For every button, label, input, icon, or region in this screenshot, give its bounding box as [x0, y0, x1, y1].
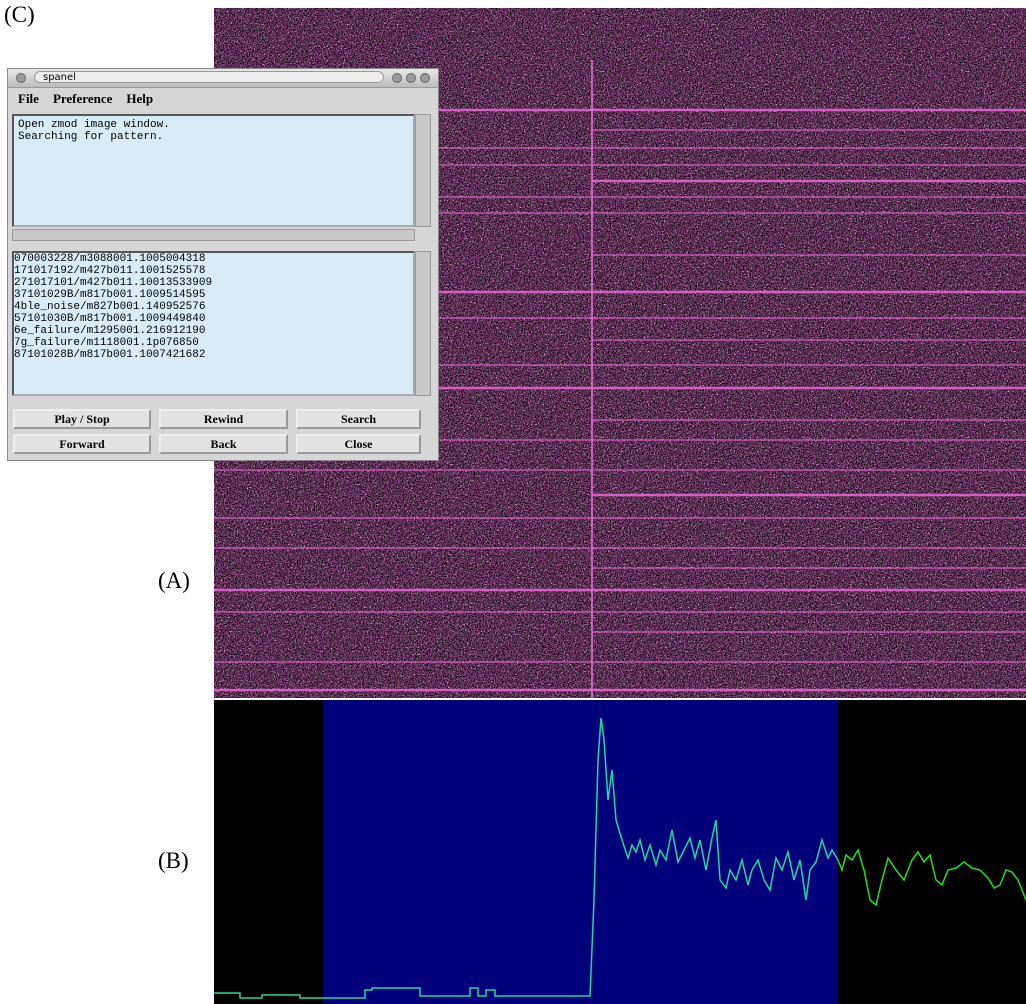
list-row[interactable]: 271017101/m427b011.10013533909 — [14, 277, 413, 289]
cell: 0 — [14, 253, 21, 265]
cell: 2190 — [179, 325, 206, 337]
log-line: Searching for pattern. — [18, 131, 164, 143]
button[interactable]: Forward — [13, 434, 151, 454]
cell: 95 — [165, 301, 180, 313]
menu-bar: File Preference Help — [18, 91, 167, 107]
list-row[interactable]: 6e_failure/m1295001.216912190 — [14, 325, 413, 337]
cell: 500 — [159, 253, 180, 265]
cell: 7101030B/m817b001.100 — [20, 313, 160, 325]
cell: 74 — [159, 349, 173, 361]
minimize[interactable] — [392, 73, 402, 83]
list-row[interactable]: 070003228/m3088001.1005004318 — [14, 253, 413, 265]
cell: 5578 — [179, 265, 206, 277]
cell: 76 — [165, 337, 180, 349]
menu-item[interactable]: Help — [126, 91, 154, 106]
cell: 7 — [14, 337, 21, 349]
menu-item[interactable]: Preference — [52, 91, 113, 106]
window-icon[interactable] — [16, 73, 26, 83]
label-b: (B) — [158, 848, 189, 873]
button[interactable]: Close — [296, 434, 421, 454]
list-row[interactable]: 7g_failure/m1118001.1p076850 — [14, 337, 413, 349]
cell: 152 — [159, 265, 180, 277]
label-a: (A) — [158, 568, 190, 593]
button[interactable]: Play / Stop — [13, 409, 151, 429]
cell: g_failure/m1118001.1p0 — [20, 337, 166, 349]
cell: 70003228/m3088001.100 — [20, 253, 160, 265]
log-line: Open zmod image window. — [18, 119, 170, 131]
cell: 1 — [14, 265, 21, 277]
scrollbar[interactable] — [415, 251, 431, 396]
cell: 21682 — [172, 349, 206, 361]
cell: 7101028B/m817b001.100 — [20, 349, 160, 361]
button[interactable]: Search — [296, 409, 421, 429]
button[interactable]: Rewind — [159, 409, 288, 429]
cell: 8 — [14, 349, 21, 361]
cell: 95 — [159, 289, 173, 301]
cell: 49840 — [172, 313, 206, 325]
cell: 91 — [165, 325, 180, 337]
menu-item[interactable]: File — [18, 91, 39, 106]
cell: 71017192/m427b011.100 — [20, 265, 160, 277]
cell: 2576 — [179, 301, 206, 313]
cell: 2 — [14, 277, 21, 289]
cell: 71017101/m427b011.100 — [20, 277, 160, 289]
scrollbar[interactable] — [12, 229, 415, 241]
cell: 4 — [14, 301, 21, 313]
label-c: (C) — [4, 2, 35, 27]
selection — [323, 700, 838, 1004]
title-bar: spanel — [8, 69, 438, 88]
cell: 135 — [159, 277, 180, 289]
list-row[interactable]: 37101029B/m817b001.1009514595 — [14, 289, 413, 301]
trace-panel — [214, 700, 1026, 1004]
cell: 3 — [14, 289, 21, 301]
list-row[interactable]: 87101028B/m817b001.1007421682 — [14, 349, 413, 361]
window: spanel File Preference Help Open zmod imag… — [7, 68, 439, 461]
list-row[interactable]: 57101030B/m817b001.1009449840 — [14, 313, 413, 325]
cell: ble_noise/m827b001.140 — [20, 301, 166, 313]
cell: 33909 — [179, 277, 213, 289]
cell: 14595 — [172, 289, 206, 301]
button[interactable]: Back — [159, 434, 288, 454]
list-row[interactable]: 4ble_noise/m827b001.140952576 — [14, 301, 413, 313]
result-list: 070003228/m3088001.1005004318 171017192/m… — [12, 251, 415, 396]
cell: 4318 — [179, 253, 206, 265]
list-row[interactable]: 171017192/m427b011.1001525578 — [14, 265, 413, 277]
window-title: spanel — [34, 71, 384, 83]
cell: e_failure/m1295001.216 — [20, 325, 166, 337]
scrollbar[interactable] — [415, 114, 431, 227]
cell: 5 — [14, 313, 21, 325]
cell: 850 — [179, 337, 199, 349]
cell: 94 — [159, 313, 173, 325]
maximize[interactable] — [406, 73, 416, 83]
close-window[interactable] — [420, 73, 430, 83]
cell: 7101029B/m817b001.100 — [20, 289, 160, 301]
log: Open zmod image window. Searching for pat… — [12, 114, 415, 227]
trace-line — [837, 848, 1026, 907]
trace-line — [214, 717, 839, 999]
cell: 6 — [14, 325, 21, 337]
